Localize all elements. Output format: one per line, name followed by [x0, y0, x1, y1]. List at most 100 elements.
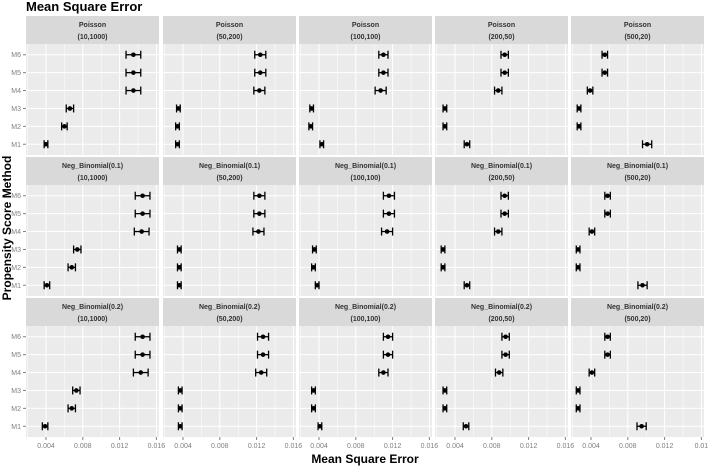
facet-panel: Neg_Binomial(0.2) (500,20) 0.004 0.008 0.012…	[571, 298, 708, 450]
error-bar-M4	[493, 86, 503, 95]
data-point-M1	[175, 141, 180, 147]
error-bar-M4	[494, 368, 504, 377]
error-bar-M4	[374, 86, 387, 95]
data-point-M5	[257, 211, 262, 216]
error-bar-M3	[311, 245, 317, 254]
error-bar-M5	[501, 350, 510, 359]
data-point-M2	[175, 124, 180, 129]
error-bar-M2	[442, 404, 448, 413]
error-bar-M5	[604, 209, 611, 218]
error-bar-M2	[576, 122, 582, 131]
error-bar-M1	[43, 140, 49, 149]
data-point-M1	[43, 141, 49, 147]
data-point-M4	[384, 229, 390, 234]
data-point-M4	[495, 88, 501, 93]
strip-label-family: Neg_Binomial(0.1)	[62, 163, 123, 170]
data-point-M2	[69, 265, 75, 270]
data-point-M1	[177, 282, 182, 288]
error-bar-M1	[43, 281, 51, 290]
data-point-M1	[463, 423, 469, 429]
error-bar-M4	[132, 368, 149, 377]
data-point-M3	[440, 247, 446, 252]
error-bar-M3	[442, 104, 448, 113]
panel-background	[163, 44, 296, 155]
error-bar-M3	[576, 104, 582, 113]
data-point-M6	[503, 334, 508, 340]
strip-label-size: (10,1000)	[78, 34, 108, 41]
error-bar-M2	[440, 263, 446, 272]
data-point-M2	[69, 406, 75, 411]
data-point-M6	[257, 52, 263, 58]
x-tick-label: 0.008	[211, 443, 229, 450]
error-bar-M4	[133, 227, 150, 236]
strip-label-family: Neg_Binomial(0.2)	[62, 304, 123, 311]
strip-label-size: (100,100)	[351, 175, 381, 182]
x-axis-label: Mean Square Error	[311, 452, 419, 466]
data-point-M3	[176, 106, 181, 111]
y-tick-label: M4	[11, 88, 21, 95]
data-point-M4	[589, 229, 595, 234]
error-bar-M5	[500, 68, 510, 77]
data-point-M2	[442, 406, 448, 411]
error-bar-M3	[72, 386, 81, 395]
data-point-M5	[602, 70, 608, 75]
x-tick-label: 0.008	[74, 443, 92, 450]
error-bar-M3	[440, 245, 446, 254]
data-point-M2	[62, 124, 67, 129]
x-tick-label: 0.012	[384, 443, 402, 450]
error-bar-M5	[500, 209, 510, 218]
x-tick-label: 0.016	[421, 443, 439, 450]
error-bar-M2	[60, 122, 68, 131]
error-bar-M2	[176, 263, 182, 272]
facet-panel: Neg_Binomial(0.2) (100,100) 0.004 0.008 0.01…	[299, 298, 438, 450]
error-bar-M1	[41, 422, 49, 431]
data-point-M3	[442, 106, 448, 111]
error-bar-M6	[501, 332, 510, 341]
facet-strip	[435, 157, 568, 185]
error-bar-M3	[310, 386, 316, 395]
data-point-M1	[314, 282, 320, 288]
data-point-M6	[131, 52, 136, 58]
data-point-M4	[587, 88, 593, 93]
data-point-M2	[311, 406, 316, 411]
data-point-M6	[140, 334, 145, 340]
x-tick-label: 0.012	[656, 443, 674, 450]
error-bar-M3	[65, 104, 75, 113]
panel-background	[299, 44, 432, 155]
data-point-M3	[309, 106, 314, 111]
facet-strip	[26, 298, 159, 326]
error-bar-M5	[256, 350, 270, 359]
error-bar-M6	[378, 50, 389, 59]
strip-label-family: Neg_Binomial(0.2)	[199, 304, 260, 311]
facet-panel: Neg_Binomial(0.1) (50,200)	[163, 157, 296, 296]
data-point-M3	[442, 388, 448, 393]
error-bar-M3	[575, 386, 581, 395]
data-point-M6	[502, 193, 507, 199]
error-bar-M1	[174, 140, 180, 149]
strip-label-size: (500,20)	[624, 316, 650, 323]
data-point-M4	[139, 229, 144, 234]
panel-background	[299, 185, 432, 296]
data-point-M1	[44, 282, 50, 288]
error-bar-M3	[175, 104, 181, 113]
panel-background	[26, 44, 159, 155]
error-bar-M6	[125, 50, 142, 59]
y-tick-label: M3	[11, 388, 21, 395]
y-tick-label: M1	[11, 142, 21, 149]
data-point-M5	[257, 70, 263, 75]
facet-strip	[26, 16, 159, 44]
error-bar-M2	[67, 263, 77, 272]
strip-label-size: (100,100)	[351, 34, 381, 41]
x-tick-label: 0.016	[285, 443, 303, 450]
x-tick-label: 0.016	[557, 443, 575, 450]
data-point-M3	[311, 388, 316, 393]
data-point-M6	[385, 334, 391, 340]
error-bar-M2	[575, 263, 581, 272]
y-axis-label: Propensity Score Method	[0, 156, 14, 301]
strip-label-family: Neg_Binomial(0.2)	[471, 304, 532, 311]
strip-label-family: Poisson	[79, 22, 106, 29]
strip-label-family: Poisson	[624, 22, 651, 29]
panel-background	[571, 326, 704, 437]
strip-label-family: Neg_Binomial(0.1)	[607, 163, 668, 170]
